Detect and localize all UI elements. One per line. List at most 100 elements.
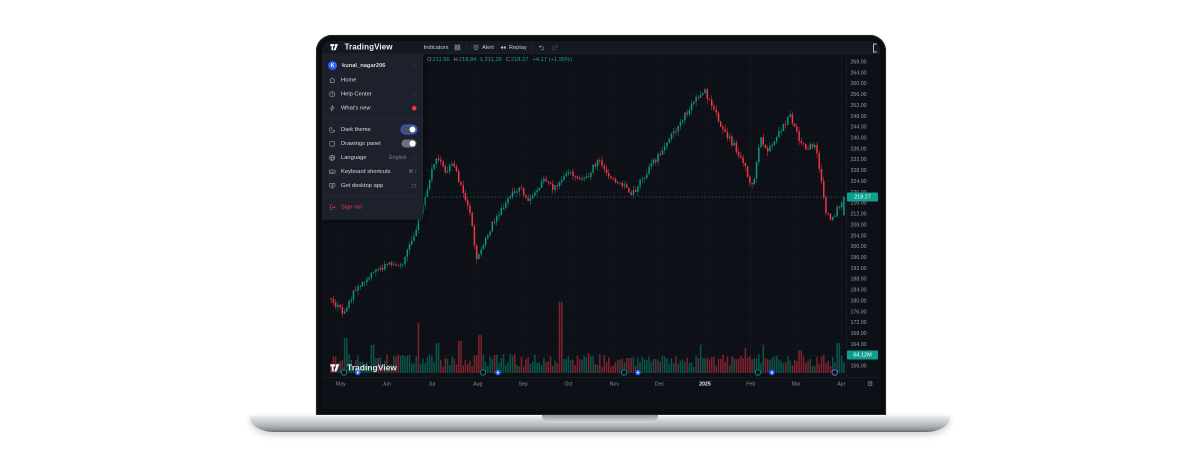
price-axis-label: 164.00 xyxy=(850,341,867,348)
chart-watermark: TradingView xyxy=(330,363,397,373)
menu-item-home[interactable]: Home xyxy=(322,73,423,87)
signout-icon xyxy=(328,203,336,211)
last-volume-badge: 64.12M xyxy=(847,350,878,360)
last-price-badge: 218.27 xyxy=(847,192,878,202)
price-axis-label: 228.00 xyxy=(850,167,867,174)
indicators-label: Indicators xyxy=(423,44,449,51)
price-axis-label: 268.00 xyxy=(850,59,867,65)
grid-layout-icon xyxy=(454,44,461,51)
price-axis[interactable]: 268.00 264.00 260.00 256.00 252.00 248.00 244.… xyxy=(846,54,880,377)
event-marker xyxy=(620,369,628,376)
replay-label: Replay xyxy=(508,44,527,51)
replay-button[interactable]: Replay xyxy=(499,44,527,51)
price-axis-label: 180.00 xyxy=(850,297,867,304)
fullscreen-bracket-icon[interactable] xyxy=(873,43,877,53)
undo-button[interactable] xyxy=(538,44,546,52)
time-axis[interactable]: May Jun Jul Aug Sep Oct Nov Dec 2025 Feb Mar Apr xyxy=(322,377,880,409)
redo-button[interactable] xyxy=(551,44,559,52)
time-axis-label: Oct xyxy=(564,381,573,387)
user-avatar: K xyxy=(328,61,337,70)
notification-dot xyxy=(412,105,417,111)
indicators-button[interactable]: Indicators xyxy=(424,44,449,50)
toolbar-divider xyxy=(532,43,533,51)
home-icon xyxy=(328,76,336,84)
menu-item-get-desktop-app[interactable]: Get desktop app xyxy=(322,179,423,193)
external-link-icon xyxy=(411,183,417,189)
top-toolbar: TradingView Indicators xyxy=(322,41,880,54)
price-axis-label: 264.00 xyxy=(850,69,867,76)
menu-item-label: Get desktop app xyxy=(341,182,384,189)
replay-icon xyxy=(499,44,506,51)
price-axis-label: 212.00 xyxy=(850,211,867,218)
price-axis-label: 216.00 xyxy=(850,200,867,207)
menu-item-help-center[interactable]: Help Center xyxy=(322,87,423,101)
menu-divider xyxy=(322,196,423,197)
menu-item-whats-new[interactable]: What's new xyxy=(322,101,423,115)
alarm-clock-icon xyxy=(473,44,480,51)
price-axis-label: 192.00 xyxy=(850,265,867,272)
drawings-panel-toggle[interactable] xyxy=(401,139,417,148)
price-axis-label: 244.00 xyxy=(850,124,867,131)
price-axis-label: 168.00 xyxy=(850,330,867,337)
tradingview-logo-icon xyxy=(330,44,341,51)
time-axis-label: Jul xyxy=(428,381,436,387)
time-axis-label: 2025 xyxy=(699,381,711,387)
menu-item-label: Sign out xyxy=(341,204,363,210)
menu-item-label: Keyboard shortcuts xyxy=(341,168,391,175)
time-axis-label: Sep xyxy=(518,381,528,387)
menu-item-label: Dark theme xyxy=(341,126,371,133)
event-marker xyxy=(831,369,838,376)
menu-item-keyboard-shortcuts[interactable]: Keyboard shortcuts ⌘ / xyxy=(322,165,423,179)
alert-label: Alert xyxy=(482,44,494,51)
menu-item-drawings-panel[interactable]: Drawings panel xyxy=(322,137,423,151)
bolt-icon xyxy=(328,104,336,112)
price-axis-label: 232.00 xyxy=(850,156,867,163)
chart-toolbar: Indicators Alert xyxy=(424,43,559,52)
chevron-right-icon xyxy=(412,155,417,160)
dark-theme-toggle[interactable] xyxy=(401,125,417,134)
panel-icon xyxy=(328,140,336,148)
price-axis-label: 196.00 xyxy=(850,254,867,261)
time-axis-label: Apr xyxy=(837,381,846,387)
menu-item-sign-out[interactable]: Sign out xyxy=(322,200,423,214)
price-axis-label: 188.00 xyxy=(850,276,867,283)
redo-arrow-icon xyxy=(551,44,559,52)
alert-button[interactable]: Alert xyxy=(473,44,494,51)
menu-item-label: Home xyxy=(341,77,357,83)
price-axis-label: 252.00 xyxy=(850,102,867,109)
time-axis-label: Mar xyxy=(791,381,801,387)
username: kunal_nagar206 xyxy=(342,62,386,69)
toolbar-divider xyxy=(466,43,468,51)
price-axis-label: 172.00 xyxy=(850,319,867,326)
time-axis-label: Aug xyxy=(473,381,483,387)
menu-item-language[interactable]: Language English xyxy=(322,151,423,165)
time-axis-label: May xyxy=(335,381,346,387)
globe-icon xyxy=(328,154,336,162)
chevron-right-icon xyxy=(412,63,417,68)
menu-item-label: Language xyxy=(341,154,367,161)
price-axis-label: 220.00 xyxy=(851,189,867,196)
menu-divider xyxy=(322,118,423,119)
tradingview-logo[interactable]: TradingView xyxy=(330,43,393,52)
price-axis-label: 184.00 xyxy=(850,287,867,294)
tradingview-logo-icon xyxy=(330,364,343,373)
laptop-display: TradingView O211.56 H218.84 L211.28 C218.27… xyxy=(322,41,880,409)
legend-change: +4.17 (+1.95%) xyxy=(532,56,573,63)
event-marker xyxy=(479,369,487,376)
axis-settings-gear-icon[interactable]: ⚙ xyxy=(867,379,874,388)
event-marker xyxy=(754,369,762,376)
help-icon xyxy=(328,90,336,98)
menu-item-dark-theme[interactable]: Dark theme xyxy=(322,123,423,137)
laptop-screen: TradingView O211.56 H218.84 L211.28 C218.27… xyxy=(316,35,886,415)
price-axis-label: 236.00 xyxy=(850,145,867,152)
ohlc-legend: O211.56 H218.84 L211.28 C218.27 +4.17 (+1.95… xyxy=(427,57,572,63)
layout-grid-button[interactable] xyxy=(454,44,461,51)
price-axis-label: 200.00 xyxy=(850,243,867,250)
watermark-text: TradingView xyxy=(347,363,397,373)
time-axis-label: Dec xyxy=(654,381,665,387)
legend-part: L211.28 xyxy=(480,56,502,63)
desktop-icon xyxy=(328,182,336,190)
price-axis-label: 260.00 xyxy=(850,80,867,87)
